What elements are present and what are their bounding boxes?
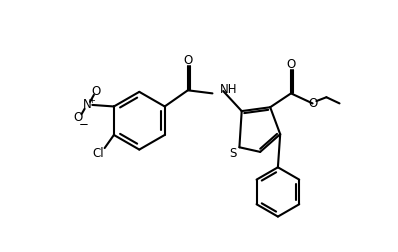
Text: O: O bbox=[183, 54, 192, 67]
Text: O: O bbox=[74, 111, 83, 124]
Text: N: N bbox=[82, 99, 91, 111]
Text: −: − bbox=[79, 118, 89, 131]
Text: Cl: Cl bbox=[93, 147, 104, 160]
Text: O: O bbox=[308, 97, 317, 110]
Text: S: S bbox=[230, 147, 237, 160]
Text: O: O bbox=[286, 58, 296, 71]
Text: O: O bbox=[92, 85, 101, 98]
Text: +: + bbox=[88, 96, 95, 105]
Text: NH: NH bbox=[220, 83, 238, 96]
